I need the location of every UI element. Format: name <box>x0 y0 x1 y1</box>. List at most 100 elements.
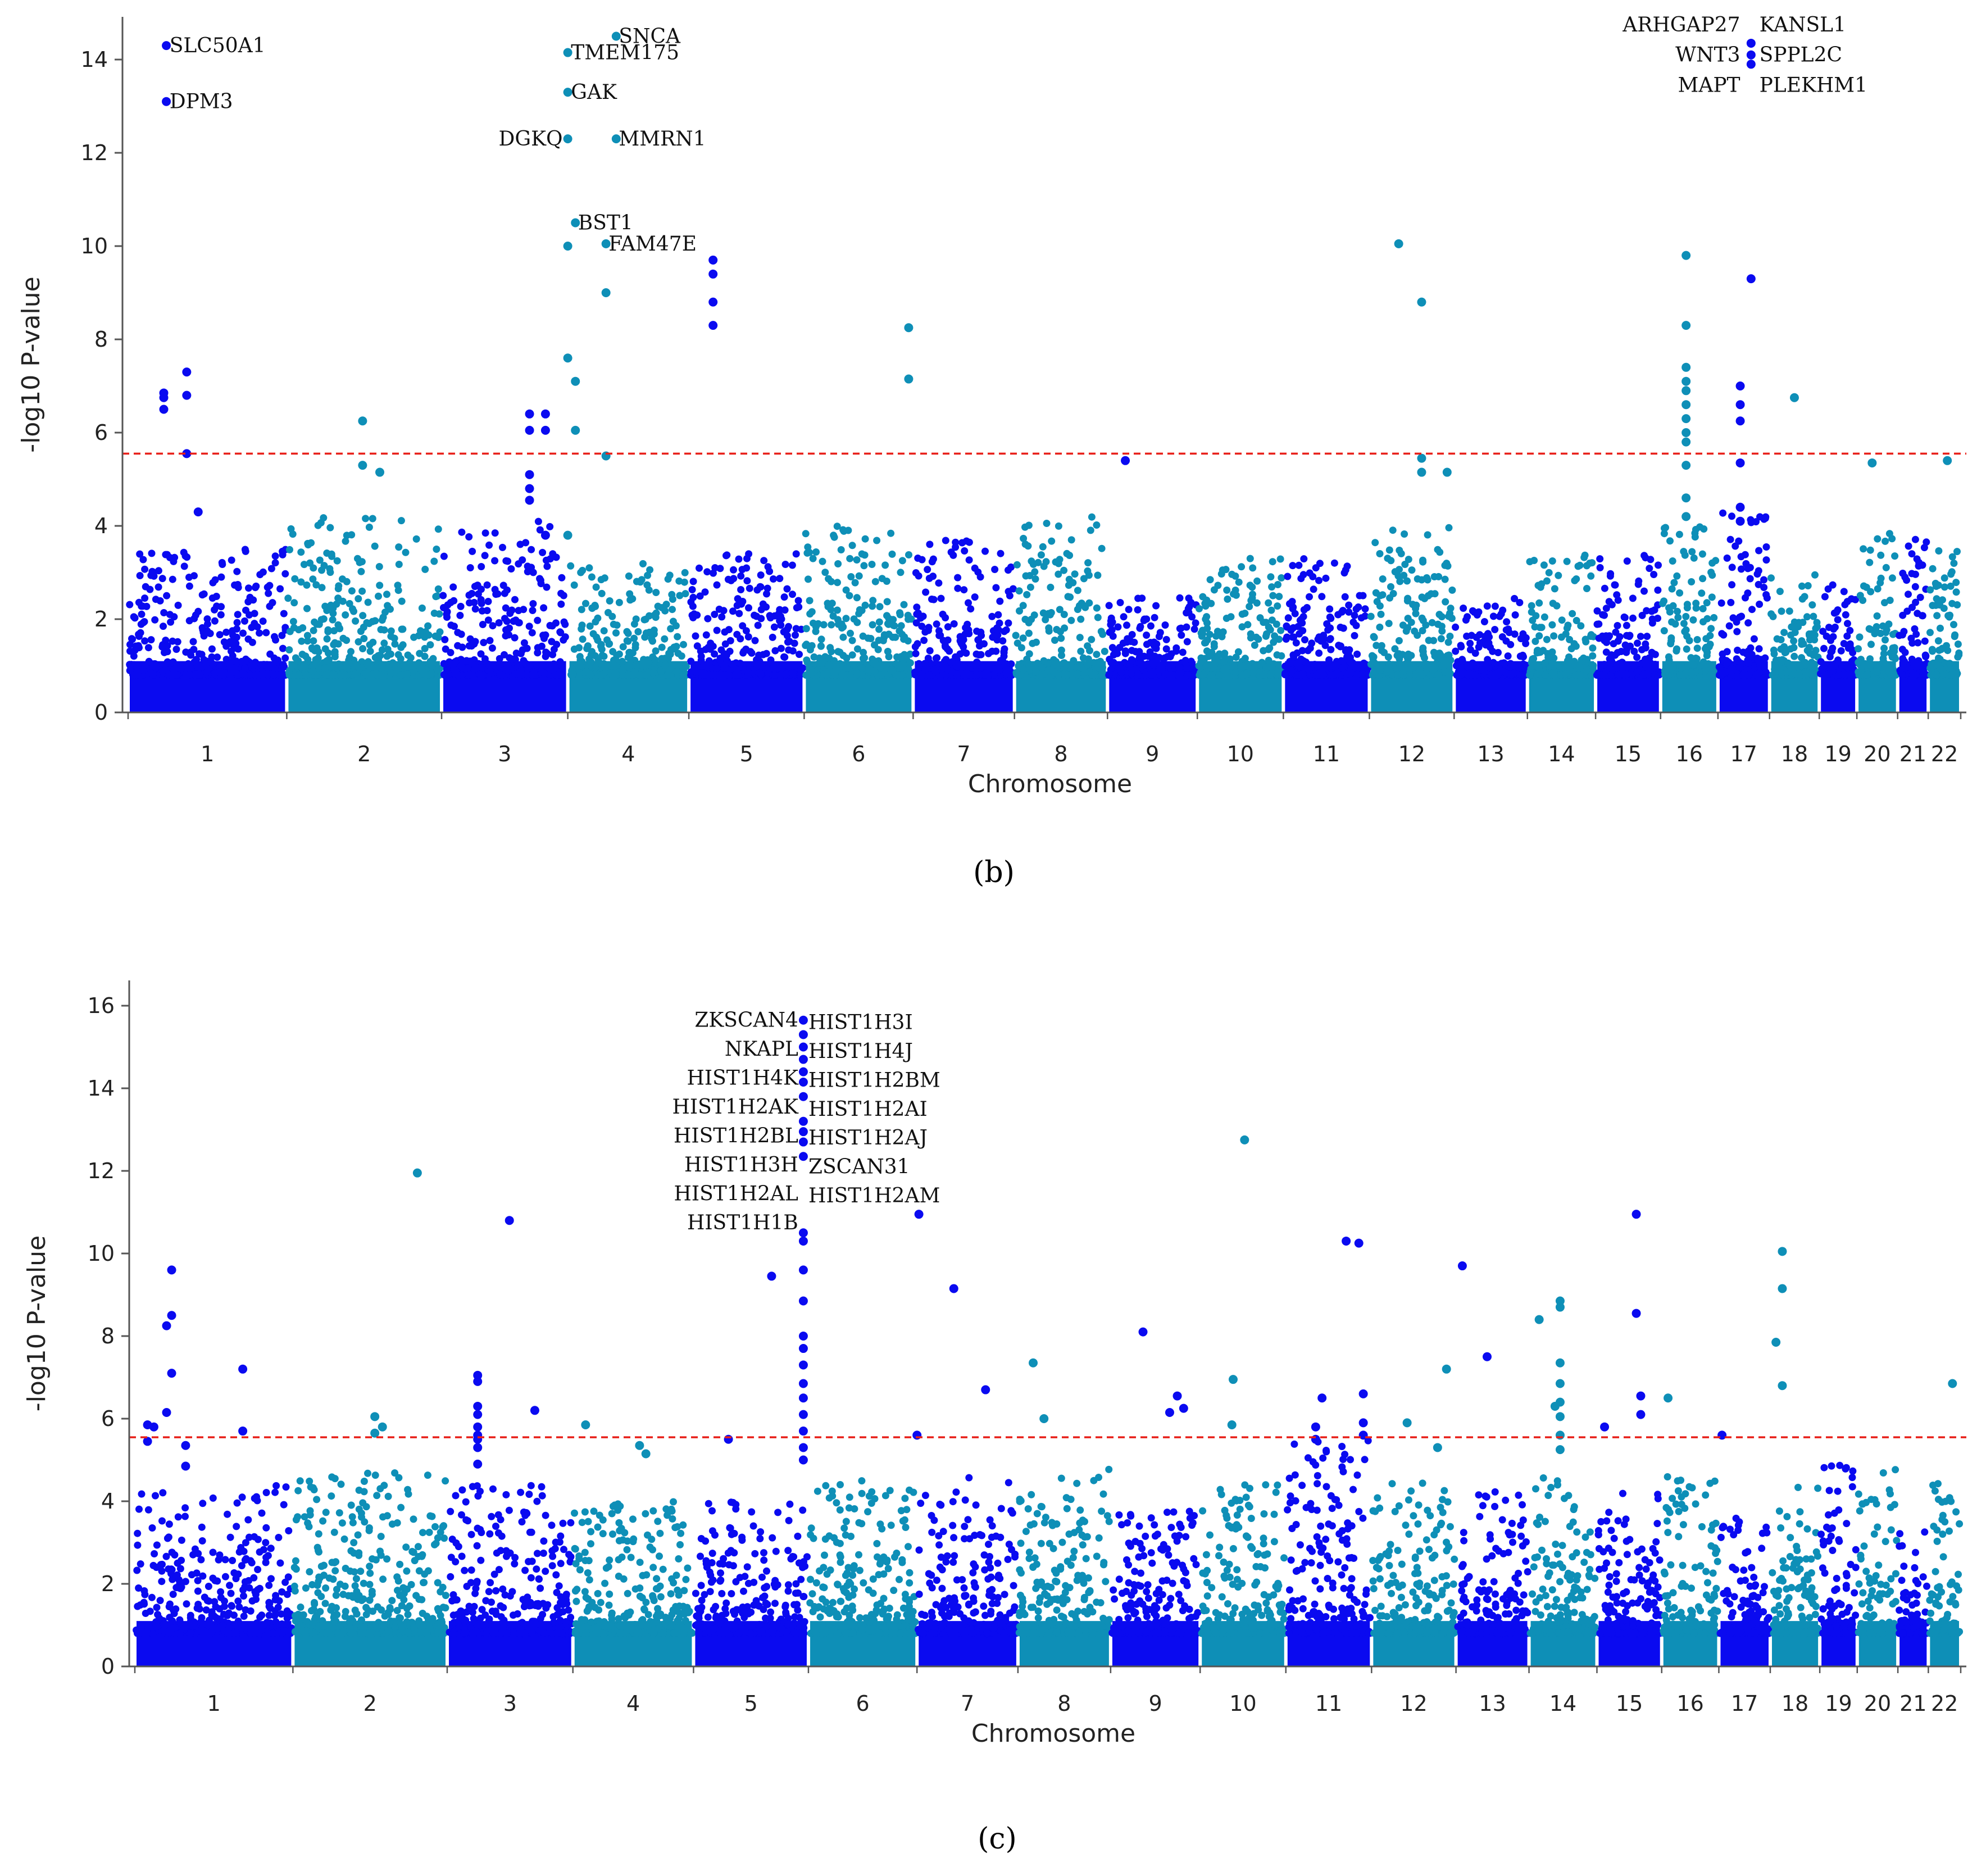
snp-point <box>785 623 792 630</box>
snp-point <box>1122 650 1129 657</box>
snp-point <box>162 551 169 558</box>
snp-point <box>625 671 633 679</box>
snp-point <box>912 569 920 576</box>
snp-point <box>1589 644 1596 652</box>
snp-point <box>931 667 939 675</box>
snp-point <box>828 648 835 655</box>
snp-point <box>1401 530 1408 538</box>
snp-point <box>496 619 503 626</box>
snp-point <box>1416 666 1424 674</box>
snp-point <box>1616 671 1623 679</box>
snp-point <box>1045 624 1052 632</box>
snp-point <box>795 597 802 605</box>
snp-point <box>1331 560 1338 567</box>
snp-point <box>561 621 569 628</box>
snp-point <box>1068 536 1075 543</box>
snp-point <box>440 660 448 667</box>
snp-point <box>1748 606 1756 613</box>
snp-point <box>1134 671 1142 679</box>
snp-point <box>1484 656 1491 663</box>
snp-point <box>1771 650 1778 657</box>
snp-point <box>1587 573 1594 580</box>
snp-point <box>1277 556 1284 563</box>
snp-point <box>1196 605 1203 612</box>
snp-point <box>1866 625 1873 633</box>
snp-point <box>1467 646 1474 653</box>
snp-point <box>1351 632 1358 639</box>
snp-point <box>471 599 478 606</box>
snp-point <box>231 582 238 589</box>
snp-point <box>1947 570 1955 578</box>
snp-point <box>1863 584 1870 591</box>
snp-point <box>737 660 744 667</box>
snp-point <box>995 664 1002 671</box>
snp-point <box>310 627 317 634</box>
snp-point <box>948 668 956 675</box>
significant-snp <box>182 367 191 376</box>
snp-point <box>1786 607 1793 615</box>
snp-point <box>744 669 752 676</box>
snp-point <box>352 670 359 678</box>
snp-point <box>285 1573 292 1580</box>
snp-point <box>1020 634 1027 642</box>
snp-point <box>1860 545 1867 552</box>
snp-point <box>1520 653 1527 661</box>
snp-point <box>303 671 310 679</box>
snp-point <box>1386 594 1393 602</box>
snp-point <box>1678 662 1685 669</box>
snp-point <box>1220 628 1227 635</box>
snp-point <box>222 1573 229 1580</box>
snp-point <box>808 608 816 615</box>
snp-point <box>1640 588 1648 595</box>
snp-point <box>1058 647 1065 654</box>
snp-point <box>145 644 152 651</box>
snp-point <box>366 641 374 648</box>
snp-point <box>142 583 149 590</box>
snp-point <box>198 1524 206 1531</box>
snp-point <box>571 582 578 589</box>
snp-point <box>1458 656 1466 663</box>
snp-point <box>838 671 846 679</box>
snp-point <box>489 644 496 652</box>
snp-point <box>1153 641 1160 648</box>
snp-point <box>1606 598 1613 605</box>
snp-point <box>1808 601 1816 608</box>
snp-point <box>272 1482 280 1489</box>
snp-point <box>610 621 617 628</box>
significant-snp <box>1417 298 1426 307</box>
snp-point <box>334 594 342 602</box>
snp-point <box>271 1489 279 1496</box>
snp-point <box>1267 607 1275 614</box>
snp-point <box>289 530 297 538</box>
chromosome-label-20: 20 <box>1864 742 1890 766</box>
snp-point <box>999 637 1006 644</box>
snp-point <box>1738 553 1745 560</box>
snp-point <box>335 585 342 592</box>
significant-snp <box>1747 274 1756 283</box>
snp-point <box>1503 618 1510 625</box>
snp-point <box>540 670 548 677</box>
snp-point <box>485 598 492 605</box>
snp-point <box>126 647 134 655</box>
significant-snp <box>541 410 550 419</box>
snp-point <box>643 671 650 679</box>
snp-point <box>1912 599 1919 606</box>
snp-point <box>1435 573 1442 580</box>
snp-point <box>1023 591 1030 598</box>
snp-point <box>843 587 850 594</box>
snp-point <box>616 651 623 658</box>
snp-point <box>1507 660 1514 667</box>
snp-point <box>354 555 361 562</box>
snp-point <box>365 599 372 606</box>
snp-point <box>560 637 567 644</box>
snp-point <box>713 582 721 589</box>
snp-point <box>1742 594 1749 602</box>
snp-point <box>757 615 765 622</box>
snp-point <box>954 585 961 592</box>
snp-point <box>1265 599 1272 607</box>
snp-point <box>789 669 796 676</box>
snp-point <box>937 632 944 639</box>
snp-point <box>529 607 537 614</box>
snp-point <box>1621 614 1628 621</box>
snp-point <box>1669 557 1676 565</box>
